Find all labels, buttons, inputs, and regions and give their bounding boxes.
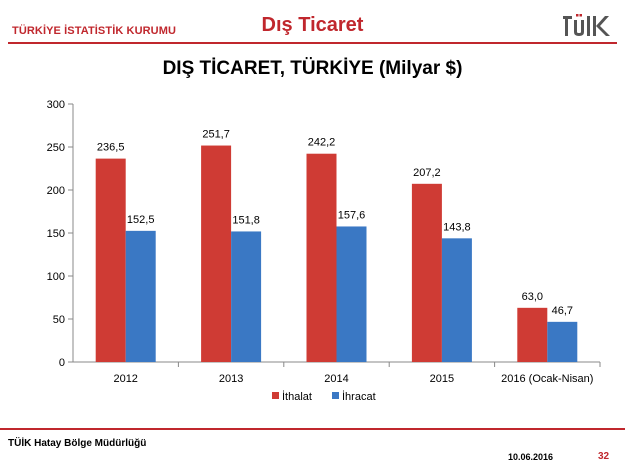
y-tick-label: 100 bbox=[47, 271, 65, 283]
x-tick-label: 2015 bbox=[430, 373, 454, 385]
data-label: 46,7 bbox=[552, 305, 573, 317]
header-divider bbox=[8, 42, 617, 44]
legend-swatch bbox=[332, 392, 339, 399]
y-tick-label: 0 bbox=[59, 357, 65, 369]
bar bbox=[125, 230, 156, 362]
bar bbox=[336, 226, 367, 362]
bar bbox=[95, 158, 126, 362]
data-label: 152,5 bbox=[127, 214, 155, 226]
bar bbox=[201, 145, 232, 362]
footer-office: TÜİK Hatay Bölge Müdürlüğü bbox=[8, 438, 147, 449]
x-tick-label: 2012 bbox=[113, 373, 137, 385]
y-tick-label: 150 bbox=[47, 228, 65, 240]
y-tick-label: 300 bbox=[47, 99, 65, 111]
organization-name: TÜRKİYE İSTATİSTİK KURUMU bbox=[12, 25, 177, 37]
data-label: 143,8 bbox=[443, 221, 471, 233]
bar bbox=[231, 231, 262, 362]
legend-label: İthalat bbox=[282, 390, 312, 403]
bar bbox=[306, 153, 337, 362]
data-label: 242,2 bbox=[308, 137, 336, 149]
chart-title: DIŞ TİCARET, TÜRKİYE (Milyar $) bbox=[162, 58, 463, 79]
footer-date: 10.06.2016 bbox=[508, 452, 554, 462]
tuik-logo bbox=[563, 14, 610, 36]
legend-swatch bbox=[272, 392, 279, 399]
y-tick-label: 200 bbox=[47, 185, 65, 197]
x-tick-label: 2016 (Ocak-Nisan) bbox=[501, 373, 593, 385]
y-tick-label: 50 bbox=[53, 314, 65, 326]
data-label: 63,0 bbox=[522, 291, 543, 303]
y-tick-label: 250 bbox=[47, 142, 65, 154]
x-tick-label: 2014 bbox=[324, 373, 348, 385]
data-label: 207,2 bbox=[413, 167, 441, 179]
bar bbox=[547, 321, 578, 362]
data-label: 251,7 bbox=[202, 129, 230, 141]
bar bbox=[411, 183, 442, 362]
slide-title: Dış Ticaret bbox=[261, 14, 364, 36]
data-label: 236,5 bbox=[97, 142, 125, 154]
page-number: 32 bbox=[598, 451, 610, 462]
footer-divider bbox=[0, 428, 625, 430]
bar bbox=[441, 238, 472, 362]
bar bbox=[517, 307, 548, 362]
x-tick-label: 2013 bbox=[219, 373, 243, 385]
data-label: 157,6 bbox=[338, 209, 366, 221]
data-label: 151,8 bbox=[232, 214, 260, 226]
legend-label: İhracat bbox=[342, 390, 376, 403]
